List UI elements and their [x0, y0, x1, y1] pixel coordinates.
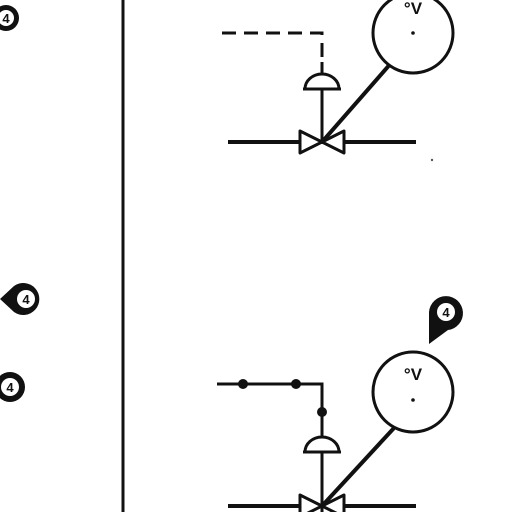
- instrument-label: °V: [404, 0, 423, 18]
- electric-signal-line: [217, 382, 324, 412]
- diaphragm-actuator-icon[interactable]: [303, 72, 341, 91]
- instrument-label: °V: [404, 365, 423, 384]
- valve-assembly-bottom: °V: [217, 350, 455, 512]
- callout-top-left[interactable]: 4: [0, 5, 19, 31]
- callout-mid-left[interactable]: 4: [0, 283, 40, 315]
- valve-assembly-top: °V: [222, 0, 455, 162]
- pneumatic-signal-line: [222, 31, 324, 62]
- signal-node: [291, 379, 301, 389]
- signal-node: [238, 379, 248, 389]
- callout-number: 4: [2, 11, 10, 26]
- callout-number: 4: [6, 380, 14, 395]
- diaphragm-actuator-icon[interactable]: [303, 435, 341, 454]
- callout-number: 4: [442, 305, 450, 320]
- instrument-balloon-icon[interactable]: [371, 0, 455, 75]
- callout-number: 4: [22, 292, 30, 307]
- instrument-balloon-icon[interactable]: [371, 350, 455, 434]
- callout-right[interactable]: 4: [429, 296, 463, 344]
- callout-lower-left[interactable]: 4: [0, 372, 25, 402]
